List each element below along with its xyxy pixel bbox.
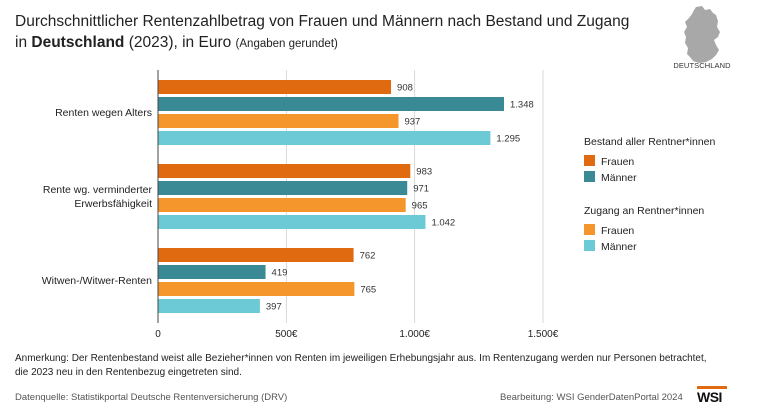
category-label-hinterbliebene: Witwen-/Witwer-Renten <box>41 274 152 287</box>
legend-group-title-bestand: Bestand aller Rentner*innen <box>584 136 716 148</box>
footnote: Anmerkung: Der Rentenbestand weist alle … <box>15 353 707 378</box>
bar-hinterbliebene-zugang-frauen <box>158 282 355 296</box>
legend-item-bestand-maenner: Männer <box>584 171 637 184</box>
bar-erwerbsminderung-bestand-frauen <box>158 164 411 178</box>
title-line-2: in Deutschland (2023), in Euro (Angaben … <box>15 34 338 51</box>
title-note: (Angaben gerundet) <box>235 38 338 50</box>
legend-item-zugang-frauen: Frauen <box>584 224 634 237</box>
legend-swatch <box>584 240 595 251</box>
legend-swatch <box>584 171 595 182</box>
legend-item-bestand-frauen: Frauen <box>584 155 634 168</box>
bar-alters-zugang-frauen <box>158 114 399 128</box>
data-label: 765 <box>360 285 376 296</box>
bar-alters-bestand-maenner <box>158 97 504 111</box>
bar-hinterbliebene-zugang-maenner <box>158 299 260 313</box>
legend-item-zugang-maenner: Männer <box>584 240 637 253</box>
category-label-erwerbsminderung: Rente wg. verminderter Erwerbsfähigkeit <box>42 183 152 210</box>
bar-alters-zugang-maenner <box>158 131 491 145</box>
wsi-logo: WSI <box>697 386 727 406</box>
data-label: 1.295 <box>496 134 520 145</box>
data-label: 983 <box>416 167 432 178</box>
data-label: 937 <box>404 117 420 128</box>
title-country: Deutschland <box>31 34 125 51</box>
data-label: 762 <box>360 251 376 262</box>
data-label: 1.348 <box>510 100 534 111</box>
legend-group-title-zugang: Zugang an Rentner*innen <box>584 205 705 217</box>
data-label: 908 <box>397 83 413 94</box>
bar-alters-bestand-frauen <box>158 80 392 94</box>
data-label: 397 <box>266 302 282 313</box>
category-label-alters: Renten wegen Alters <box>55 106 152 119</box>
credit: Bearbeitung: WSI GenderDatenPortal 2024 <box>500 392 683 403</box>
x-tick-label: 1.500€ <box>528 329 559 340</box>
legend-swatch <box>584 155 595 166</box>
germany-map-icon <box>684 6 720 63</box>
title-line-1: Durchschnittlicher Rentenzahlbetrag von … <box>15 13 630 30</box>
x-tick-label: 1.000€ <box>399 329 430 340</box>
bar-erwerbsminderung-zugang-maenner <box>158 215 426 229</box>
bar-erwerbsminderung-bestand-maenner <box>158 181 408 195</box>
x-tick-label: 0 <box>155 329 161 340</box>
x-tick-label: 500€ <box>275 329 298 340</box>
data-label: 965 <box>412 201 428 212</box>
chart-title: Durchschnittlicher Rentenzahlbetrag von … <box>15 11 629 55</box>
legend-swatch <box>584 224 595 235</box>
bar-hinterbliebene-bestand-frauen <box>158 248 354 262</box>
bar-erwerbsminderung-zugang-frauen <box>158 198 406 212</box>
data-source: Datenquelle: Statistikportal Deutsche Re… <box>15 392 288 403</box>
map-label: DEUTSCHLAND <box>673 61 731 70</box>
data-label: 971 <box>413 184 429 195</box>
data-label: 419 <box>272 268 288 279</box>
bar-hinterbliebene-bestand-maenner <box>158 265 266 279</box>
data-label: 1.042 <box>431 218 455 229</box>
